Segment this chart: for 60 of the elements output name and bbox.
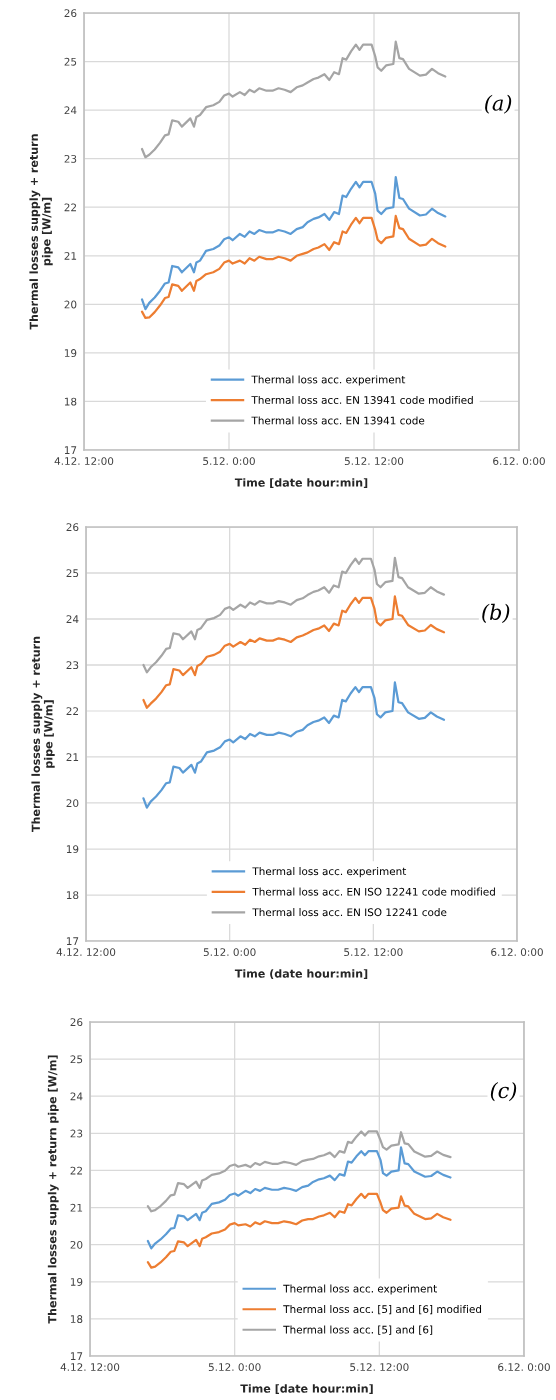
y-tick-label: 26 bbox=[64, 9, 77, 18]
legend-label: Thermal loss acc. EN ISO 12241 code bbox=[252, 908, 447, 917]
y-tick-label: 21 bbox=[64, 252, 77, 260]
legend-label: Thermal loss acc. EN ISO 12241 code modified bbox=[252, 887, 495, 896]
y-axis-title: Thermal losses supply + return pipe [W/m] bbox=[47, 1055, 59, 1324]
legend-label: Thermal loss acc. EN 13941 code bbox=[251, 416, 425, 425]
legend-label: Thermal loss acc. experiment bbox=[283, 1284, 437, 1295]
x-axis-title: Time [date hour:min] bbox=[234, 478, 368, 489]
y-tick-label: 23 bbox=[64, 154, 77, 163]
y-tick-label: 23 bbox=[66, 661, 79, 670]
x-tick-label: 5.12. 0:00 bbox=[203, 948, 256, 957]
x-tick-label: 5.12. 12:00 bbox=[344, 948, 403, 957]
x-tick-label: 5.12. 0:00 bbox=[208, 1363, 261, 1372]
y-tick-label: 19 bbox=[66, 845, 79, 854]
x-tick-label: 6.12. 0:00 bbox=[491, 948, 543, 957]
y-tick-label: 25 bbox=[64, 57, 77, 66]
y-tick-label: 25 bbox=[66, 569, 79, 578]
annotation: (c) bbox=[490, 1082, 517, 1102]
y-tick-label: 18 bbox=[66, 891, 79, 900]
y-tick-label: 26 bbox=[70, 1018, 83, 1027]
x-axis-title: Time [date hour:min] bbox=[240, 1384, 373, 1395]
y-tick-label: 23 bbox=[70, 1129, 83, 1138]
y-tick-label: 18 bbox=[64, 397, 77, 406]
x-tick-label: 5.12. 12:00 bbox=[350, 1363, 409, 1372]
y-tick-label: 17 bbox=[64, 446, 77, 454]
y-tick-label: 19 bbox=[64, 349, 77, 357]
y-tick-label: 21 bbox=[70, 1203, 83, 1212]
y-tick-label: 20 bbox=[70, 1240, 83, 1249]
y-axis-title: Thermal losses supply + return pipe [W/m] bbox=[29, 134, 53, 330]
y-tick-label: 17 bbox=[70, 1352, 83, 1360]
legend-label: Thermal loss acc. [5] and [6] modified bbox=[283, 1304, 482, 1315]
x-tick-label: 6.12. 0:00 bbox=[493, 457, 545, 466]
y-axis-title: Thermal losses supply + return pipe [W/m] bbox=[31, 636, 55, 832]
y-tick-label: 20 bbox=[66, 799, 79, 808]
x-axis-title: Time (date hour:min] bbox=[234, 969, 368, 980]
y-tick-label: 20 bbox=[64, 300, 77, 309]
y-tick-label: 21 bbox=[66, 753, 79, 761]
y-tick-label: 24 bbox=[70, 1092, 83, 1101]
x-tick-label: 5.12. 12:00 bbox=[344, 457, 404, 466]
x-tick-label: 5.12. 0:00 bbox=[203, 457, 255, 466]
legend-label: Thermal loss acc. experiment bbox=[251, 375, 406, 386]
legend-label: Thermal loss acc. EN 13941 code modified bbox=[251, 395, 473, 404]
legend-label: Thermal loss acc. [5] and [6] bbox=[283, 1325, 433, 1335]
x-tick-label: 4.12. 12:00 bbox=[54, 457, 114, 466]
y-tick-label: 24 bbox=[66, 615, 79, 623]
y-tick-label: 22 bbox=[64, 203, 77, 212]
annotation: (b) bbox=[482, 603, 510, 623]
y-tick-label: 22 bbox=[66, 707, 79, 715]
y-tick-label: 18 bbox=[70, 1315, 83, 1323]
y-tick-label: 19 bbox=[70, 1278, 83, 1286]
x-tick-label: 6.12. 0:00 bbox=[498, 1363, 550, 1372]
x-tick-label: 4.12. 12:00 bbox=[56, 948, 116, 957]
y-tick-label: 25 bbox=[70, 1055, 83, 1064]
y-tick-label: 26 bbox=[66, 523, 79, 532]
legend-label: Thermal loss acc. experiment bbox=[252, 867, 407, 878]
y-tick-label: 17 bbox=[66, 937, 79, 945]
y-tick-label: 24 bbox=[64, 106, 77, 115]
y-tick-label: 22 bbox=[70, 1166, 83, 1175]
annotation: (a) bbox=[485, 94, 512, 114]
x-tick-label: 4.12. 12:00 bbox=[60, 1363, 120, 1372]
